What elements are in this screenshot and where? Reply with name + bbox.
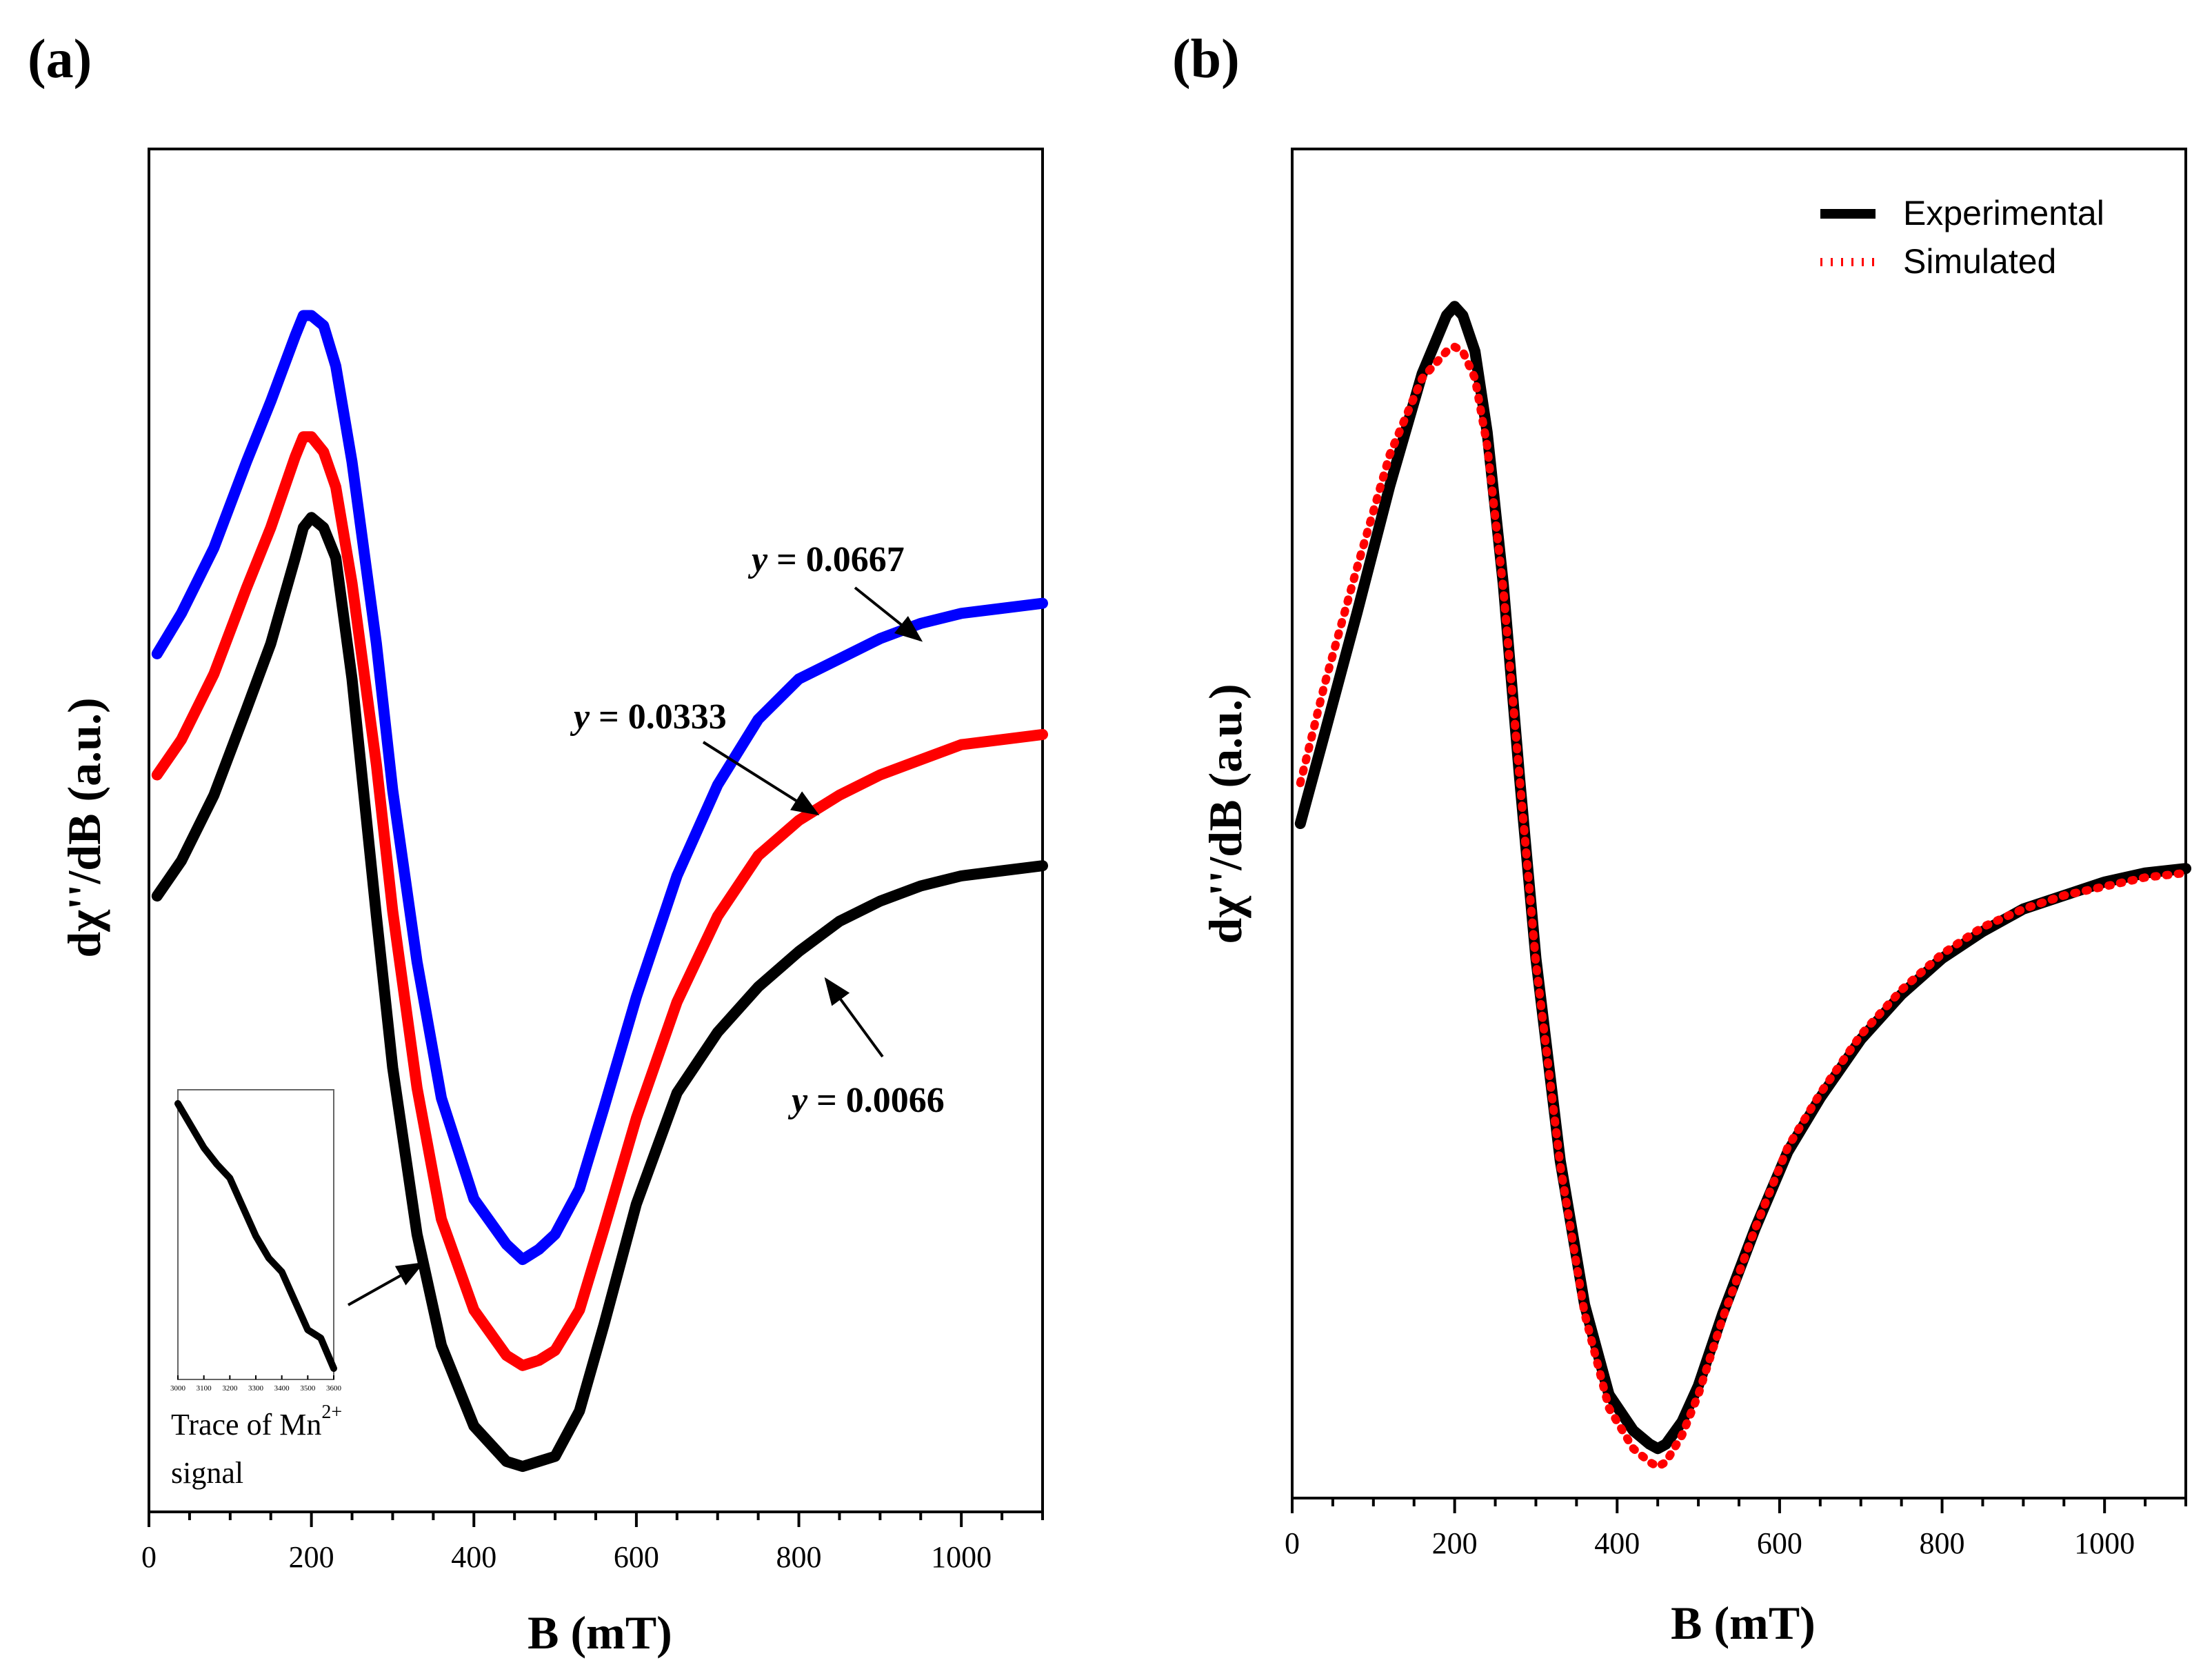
x-tick-label-b-600: 600 [1757, 1526, 1802, 1560]
x-tick-label-b-0: 0 [1285, 1526, 1300, 1560]
inset-caption-line2: signal [171, 1456, 243, 1490]
inset-trace [174, 1100, 337, 1372]
inset-tick-label-3100: 3100 [197, 1384, 212, 1393]
arrow-y0333 [702, 741, 820, 816]
legend-label-experimental: Experimental [1903, 194, 2104, 232]
annotation-y0667: y = 0.0667 [747, 540, 905, 579]
panel-b: (b) 0 200 400 600 800 1000 B (mT) dχ''/dB (a.… [1172, 29, 2191, 1649]
inset-tick-label-3300: 3300 [248, 1384, 264, 1393]
series-group-a [151, 310, 1048, 1473]
x-axis-label-b: B (mT) [1671, 1597, 1816, 1649]
inset-caption-superscript: 2+ [321, 1402, 342, 1423]
x-tick-label-a-200: 200 [289, 1540, 334, 1574]
x-axis-label-a: B (mT) [527, 1606, 672, 1659]
series-line-a-y-0-0066 [151, 512, 1048, 1473]
arrow-y0066 [824, 977, 884, 1058]
inset-tick-label-3600: 3600 [326, 1384, 342, 1393]
panel-label-b: (b) [1172, 29, 1240, 90]
annotation-y0333-value: = 0.0333 [590, 697, 727, 737]
inset-tick-label-3200: 3200 [222, 1384, 238, 1393]
series-line-a-y-0-0667 [151, 310, 1048, 1266]
inset-tick-label-3500: 3500 [300, 1384, 316, 1393]
panel-label-a: (a) [28, 29, 92, 90]
x-axis-b: 0 200 400 600 800 1000 [1285, 1498, 2187, 1560]
annotation-y0333: y = 0.0333 [570, 697, 727, 737]
x-tick-label-a-0: 0 [141, 1540, 157, 1574]
x-tick-label-a-400: 400 [451, 1540, 496, 1574]
series-group-b [1294, 301, 2191, 1471]
series-line-b-simulated [1296, 342, 2190, 1471]
legend-label-simulated: Simulated [1903, 242, 2056, 281]
inset-tick-label-3400: 3400 [274, 1384, 290, 1393]
x-tick-label-b-1000: 1000 [2074, 1526, 2135, 1560]
x-tick-label-b-200: 200 [1432, 1526, 1478, 1560]
inset-tick-label-3000: 3000 [170, 1384, 186, 1393]
series-line-a-y-0-0333 [151, 431, 1048, 1371]
x-tick-label-a-800: 800 [776, 1540, 822, 1574]
y-axis-label-a: dχ''/dB (a.u.) [58, 697, 110, 957]
annotation-y0667-value: = 0.0667 [767, 540, 905, 579]
x-tick-label-b-800: 800 [1920, 1526, 1965, 1560]
x-tick-label-b-400: 400 [1594, 1526, 1640, 1560]
arrow-inset [348, 1262, 425, 1306]
x-tick-label-a-600: 600 [614, 1540, 659, 1574]
annotation-y0066: y = 0.0066 [787, 1081, 945, 1120]
x-axis-a: 0 200 400 600 800 1000 [141, 1512, 1044, 1574]
legend: Experimental Simulated [1820, 194, 2104, 281]
inset-mn-signal: 3000 3100 3200 3300 3400 3500 3600 Trace of Mn… [170, 1089, 425, 1490]
series-line-b-experimental [1294, 301, 2191, 1455]
annotation-y0066-value: = 0.0066 [807, 1081, 945, 1120]
inset-caption-text: Trace of Mn [171, 1408, 321, 1442]
inset-caption-line1: Trace of Mn2+ [171, 1402, 342, 1442]
inset-x-axis: 3000 3100 3200 3300 3400 3500 3600 [170, 1375, 342, 1393]
y-axis-label-b: dχ''/dB (a.u.) [1199, 684, 1251, 944]
x-tick-label-a-1000: 1000 [931, 1540, 992, 1574]
panel-a: (a) 0 200 400 600 800 1000 B (mT) dχ''/dB (a.… [28, 29, 1048, 1659]
arrow-y0667 [854, 586, 923, 642]
